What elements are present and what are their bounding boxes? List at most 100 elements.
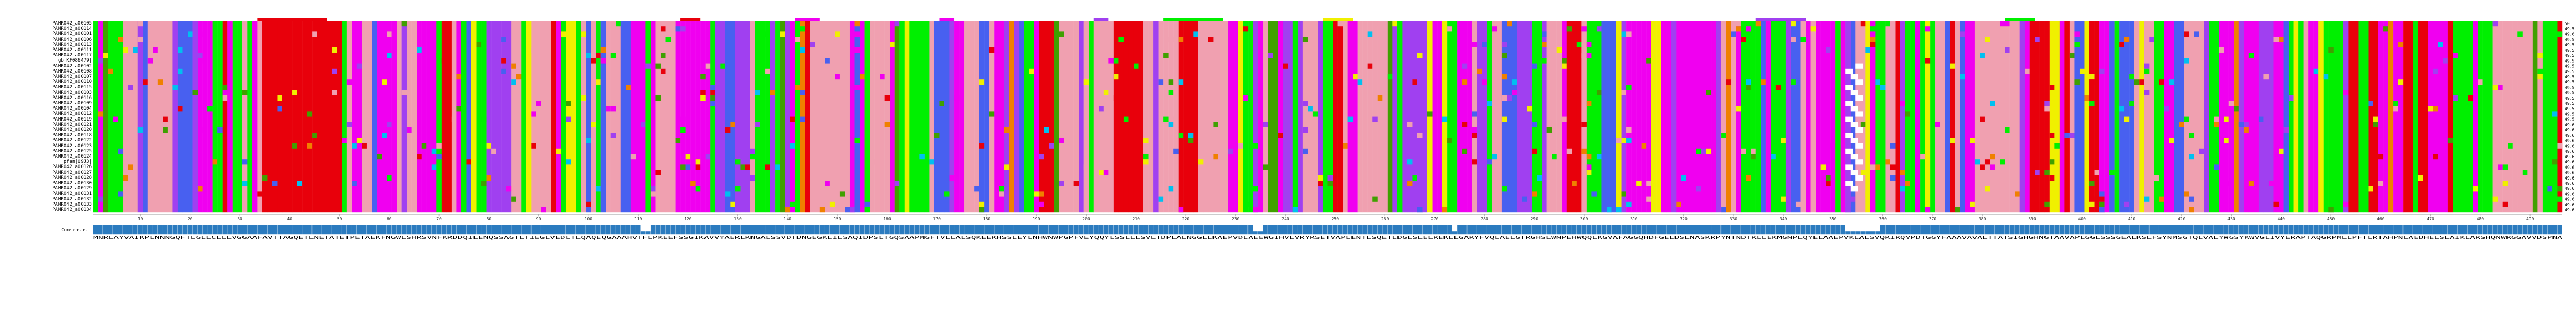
sequence-name[interactable]: PAMR042_a00104 xyxy=(52,106,92,112)
alignment-column xyxy=(2443,21,2448,213)
alignment-column xyxy=(1203,21,1209,213)
sequence-name[interactable]: PAMR042_a00101 xyxy=(52,31,92,37)
residue-cell xyxy=(565,101,571,106)
residue-cell xyxy=(810,42,815,47)
consensus-bar xyxy=(924,225,930,235)
residue-cell xyxy=(1462,148,1468,154)
alignment-column xyxy=(2139,21,2144,213)
alignment-column xyxy=(2293,21,2299,213)
residue-cell xyxy=(2124,201,2130,207)
consensus-bar xyxy=(914,225,919,235)
residue-cell xyxy=(864,201,870,207)
residue-cell xyxy=(660,26,666,32)
sequence-name[interactable]: pfam|Q9J3| xyxy=(63,159,92,165)
sequence-name[interactable]: PAMR042_a00124 xyxy=(52,154,92,159)
sequence-name[interactable]: PAMR042_a00118 xyxy=(52,133,92,138)
residue-cell xyxy=(626,85,631,90)
residue-cell xyxy=(1327,181,1333,186)
sequence-name[interactable]: PAMR042_a00121 xyxy=(52,122,92,127)
ruler-tick-label: 70 xyxy=(436,217,442,221)
alignment-column xyxy=(860,21,865,213)
ruler-tick-label: 480 xyxy=(2477,217,2485,221)
consensus-bar xyxy=(610,225,616,235)
alignment-column xyxy=(685,21,691,213)
sequence-name[interactable]: PAMR042_a00123 xyxy=(52,143,92,149)
consensus-bar xyxy=(1840,225,1845,235)
sequence-name[interactable]: PAMR042_a00109 xyxy=(52,101,92,106)
residue-cell xyxy=(2238,122,2244,127)
consensus-bar xyxy=(1218,225,1223,235)
sequence-name[interactable]: PAMR042_a00128 xyxy=(52,175,92,181)
alignment-column xyxy=(805,21,810,213)
residue-cell xyxy=(1826,175,1831,181)
consensus-bar xyxy=(775,225,780,235)
residue-cell xyxy=(1238,143,1243,149)
sequence-name[interactable]: PAMR042_a00102 xyxy=(52,63,92,69)
alignment-column xyxy=(1616,21,1622,213)
alignment-column xyxy=(2149,21,2155,213)
residue-cell xyxy=(1581,26,1587,32)
sequence-name[interactable]: PAMR042_a00105 xyxy=(52,21,92,26)
alignment-column xyxy=(302,21,307,213)
consensus-bar xyxy=(561,225,566,235)
consensus-bar xyxy=(1915,225,1920,235)
sequence-name[interactable]: PAMR042_a00134 xyxy=(52,207,92,212)
sequence-name[interactable]: PAMR042_a00122 xyxy=(52,138,92,143)
sequence-name[interactable]: PAMR042_a00133 xyxy=(52,201,92,207)
sequence-name[interactable]: PAMR042_a00113 xyxy=(52,42,92,47)
ruler-tick-label: 80 xyxy=(487,217,492,221)
sequence-name[interactable]: PAMR042_a00103 xyxy=(52,90,92,95)
sequence-name[interactable]: PAMR042_a00125 xyxy=(52,148,92,154)
sequence-name[interactable]: PAMR042_a00106 xyxy=(52,37,92,42)
sequence-name[interactable]: PAMR042_a00117 xyxy=(52,53,92,58)
sequence-end-number: 49.5 xyxy=(2565,43,2574,47)
residue-cell xyxy=(1158,79,1164,85)
alignment-column xyxy=(2114,21,2120,213)
consensus-bar xyxy=(800,225,805,235)
consensus-bar xyxy=(521,225,526,235)
sequence-name[interactable]: PAMR042_a00112 xyxy=(52,111,92,117)
alignment-column xyxy=(1004,21,1010,213)
sequence-name[interactable]: PAMR042_a00127 xyxy=(52,170,92,175)
consensus-bar xyxy=(287,225,292,235)
sequence-name[interactable]: PAMR042_a00110 xyxy=(52,79,92,85)
residue-cell xyxy=(177,106,183,112)
sequence-name[interactable]: PAMR042_a00131 xyxy=(52,191,92,197)
sequence-name[interactable]: PAMR042_a00120 xyxy=(52,127,92,133)
residue-cell xyxy=(436,154,442,160)
sequence-name[interactable]: PAMR042_a00115 xyxy=(52,85,92,90)
consensus-bar xyxy=(551,225,556,235)
alignment-column xyxy=(2508,21,2513,213)
sequence-name[interactable]: PAMR042_a00111 xyxy=(52,47,92,53)
consensus-bar xyxy=(1333,225,1338,235)
residue-cell xyxy=(1113,95,1119,101)
sequence-name[interactable]: PAMR042_a00129 xyxy=(52,186,92,192)
residue-cell xyxy=(1407,122,1413,127)
residue-cell xyxy=(2099,191,2105,197)
residue-cell xyxy=(655,170,661,175)
residue-cell xyxy=(1143,138,1149,143)
alignment-column xyxy=(1044,21,1049,213)
residue-cell xyxy=(979,79,985,85)
alignment-column xyxy=(1601,21,1607,213)
residue-cell xyxy=(137,21,143,27)
sequence-name[interactable]: gb|KF086479| xyxy=(57,58,92,64)
alignment-column xyxy=(431,21,437,213)
alignment-column xyxy=(1870,21,1876,213)
sequence-name[interactable]: PAMR042_a00107 xyxy=(52,74,92,79)
consensus-bar xyxy=(2248,225,2254,235)
consensus-bar xyxy=(1751,225,1756,235)
residue-cell xyxy=(1980,164,1985,170)
sequence-name[interactable]: PAMR042_a00132 xyxy=(52,196,92,202)
sequence-name[interactable]: PAMR042_a00116 xyxy=(52,95,92,101)
residue-cell xyxy=(2443,58,2448,64)
sequence-name[interactable]: PAMR042_a00108 xyxy=(52,68,92,74)
consensus-bar xyxy=(1701,225,1706,235)
sequence-name[interactable]: PAMR042_a00119 xyxy=(52,116,92,122)
residue-cell xyxy=(2393,101,2398,106)
consensus-bar xyxy=(2000,225,2005,235)
sequence-name[interactable]: PAMR042_a00126 xyxy=(52,164,92,170)
sequence-name[interactable]: PAMR042_a00114 xyxy=(52,26,92,32)
sequence-name[interactable]: PAMR042_a00130 xyxy=(52,181,92,186)
alignment-column xyxy=(2244,21,2249,213)
